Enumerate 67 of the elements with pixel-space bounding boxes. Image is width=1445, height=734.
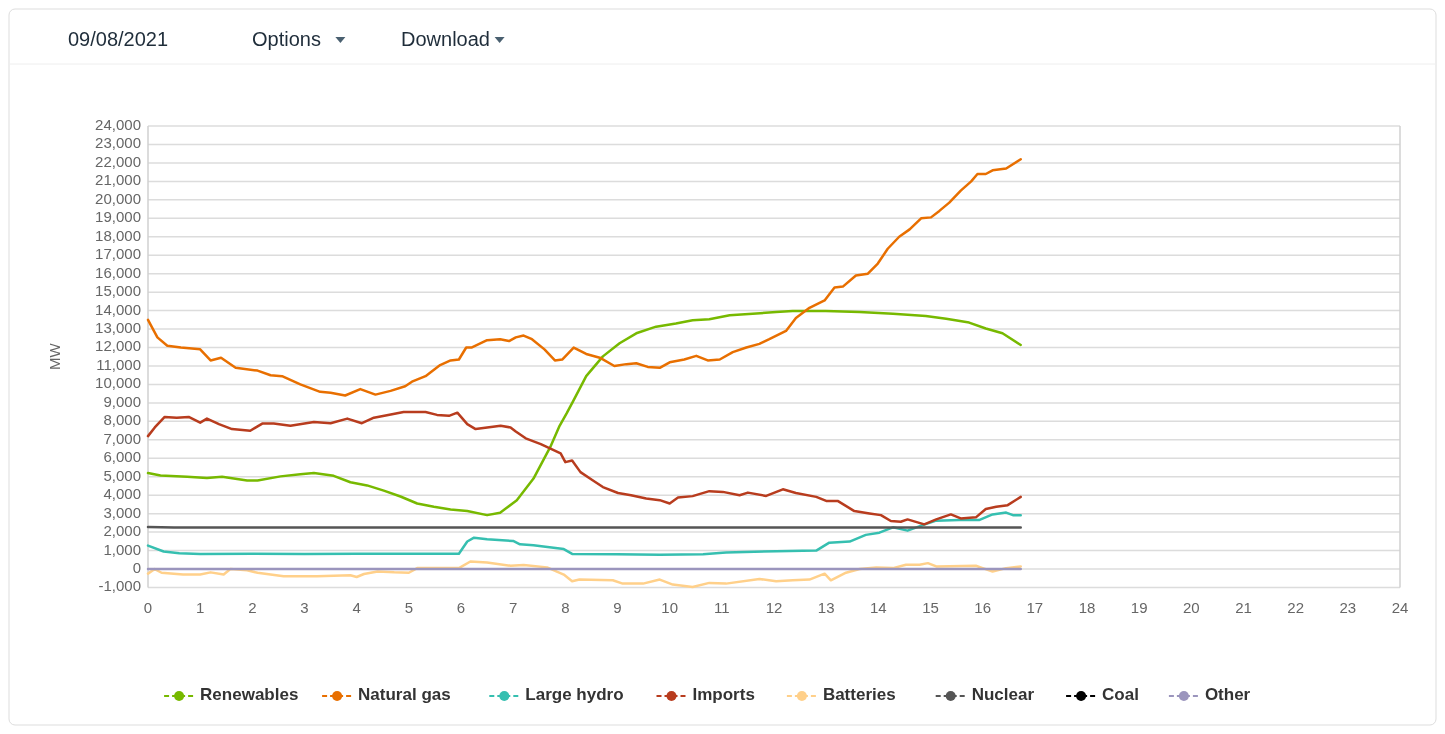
y-tick-label: 21,000 (95, 171, 141, 189)
line-series (146, 309, 1022, 517)
x-tick-label: 16 (974, 598, 992, 616)
x-tick-label: 24 (1391, 598, 1409, 616)
x-tick-label: 6 (456, 598, 466, 616)
y-tick-label: 7,000 (103, 429, 141, 447)
y-tick-label: 8,000 (103, 411, 141, 429)
line-series (146, 157, 1022, 397)
legend-label: Coal (1102, 685, 1139, 705)
x-tick-label: 20 (1182, 598, 1200, 616)
x-tick-label: 7 (508, 598, 518, 616)
y-tick-label: 23,000 (95, 134, 141, 152)
y-tick-label: 1,000 (103, 540, 141, 558)
line-series (146, 410, 1022, 526)
y-tick-label: 22,000 (95, 152, 141, 170)
legend-label: Batteries (822, 685, 896, 705)
y-tick-label: 13,000 (95, 319, 141, 337)
y-tick-label: 10,000 (95, 374, 141, 392)
x-tick-label: 19 (1130, 598, 1148, 616)
legend-label: Other (1204, 685, 1251, 705)
x-tick-label: 11 (714, 598, 730, 616)
legend-label: Renewables (200, 685, 299, 705)
y-tick-label: 15,000 (95, 282, 141, 300)
x-tick-label: 14 (869, 598, 887, 616)
legend-label: Large hydro (525, 685, 624, 705)
y-tick-label: 6,000 (103, 448, 141, 466)
y-tick-label: 0 (132, 559, 141, 577)
x-tick-label: 10 (661, 598, 679, 616)
x-tick-label: 23 (1339, 598, 1357, 616)
y-tick-label: 12,000 (95, 337, 141, 355)
y-tick-label: 2,000 (103, 522, 141, 540)
x-tick-label: 9 (613, 598, 622, 616)
x-tick-label: 5 (404, 598, 414, 616)
x-tick-label: 8 (561, 598, 570, 616)
x-tick-label: 21 (1235, 598, 1252, 616)
text: Options (252, 28, 321, 51)
x-tick-label: 15 (922, 598, 939, 616)
y-tick-label: 3,000 (103, 503, 141, 521)
y-axis-title: MW (46, 342, 63, 371)
x-tick-label: 3 (300, 598, 309, 616)
text: Download (401, 28, 490, 51)
y-tick-label: 9,000 (103, 392, 141, 410)
x-tick-label: 4 (352, 598, 361, 616)
y-tick-label: 16,000 (95, 263, 141, 281)
y-tick-label: 19,000 (95, 208, 141, 226)
y-tick-label: -1,000 (98, 577, 141, 595)
y-tick-label: 24,000 (95, 115, 141, 133)
legend-label: Imports (692, 685, 755, 705)
x-tick-label: 12 (765, 598, 783, 616)
x-tick-label: 2 (248, 598, 257, 616)
x-tick-label: 17 (1026, 598, 1044, 616)
y-tick-label: 5,000 (103, 466, 141, 484)
x-tick-label: 22 (1287, 598, 1305, 616)
text: 09/08/2021 (68, 28, 169, 51)
x-tick-label: 13 (817, 598, 835, 616)
legend-label: Nuclear (971, 685, 1035, 705)
legend-label: Natural gas (358, 685, 451, 705)
x-tick-label: 0 (143, 598, 153, 616)
y-tick-label: 11,000 (96, 355, 141, 373)
y-tick-label: 18,000 (95, 226, 141, 244)
y-tick-label: 20,000 (95, 189, 141, 207)
y-tick-label: 14,000 (95, 300, 141, 318)
line-series (146, 511, 1022, 557)
y-tick-label: 17,000 (95, 245, 141, 263)
x-tick-label: 1 (195, 598, 205, 616)
y-tick-label: 4,000 (103, 485, 141, 503)
x-tick-label: 18 (1078, 598, 1096, 616)
